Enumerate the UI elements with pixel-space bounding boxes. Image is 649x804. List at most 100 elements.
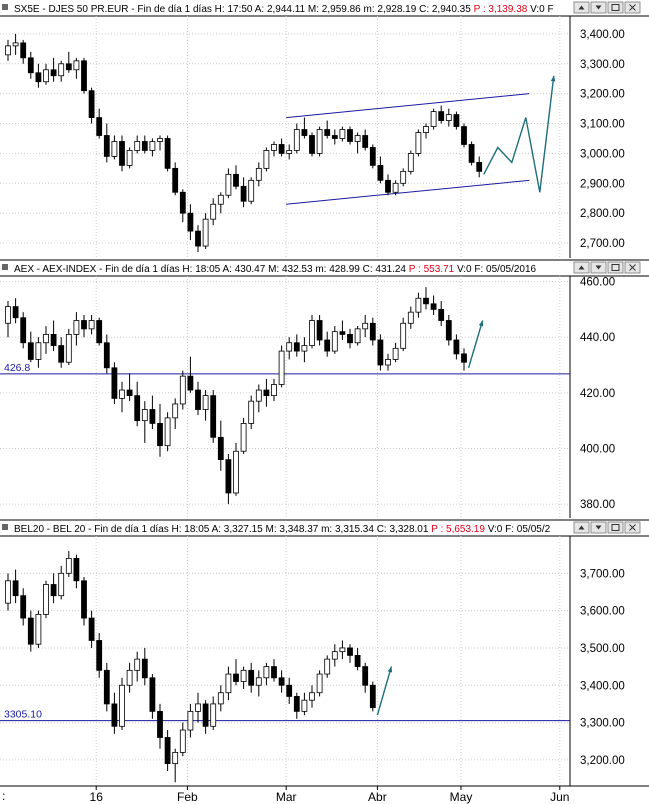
maximize-button-bg[interactable]	[607, 261, 624, 274]
y-tick-label: 420.00	[580, 388, 615, 400]
x-axis: : 16 Feb Mar Abr May Jun	[0, 785, 649, 804]
candle-body	[263, 666, 270, 679]
candle-body	[255, 167, 262, 181]
panel-header-text: BEL20 - BEL 20 - Fin de día 1 días H: 18…	[14, 524, 551, 535]
candle-body	[126, 389, 133, 397]
scroll-up-icon[interactable]	[573, 261, 590, 274]
candle-body	[309, 135, 315, 154]
candle-body	[278, 350, 285, 385]
y-tick-label: 3,100.00	[580, 119, 625, 131]
candle-body	[415, 132, 422, 154]
candle-body	[157, 138, 163, 142]
panel-header-bg	[0, 260, 649, 276]
scroll-down-icon[interactable]	[590, 1, 607, 14]
candle-body	[172, 403, 179, 419]
down-arrow-glyph	[595, 265, 602, 270]
panel-header-bg	[0, 520, 649, 536]
candle-body	[50, 334, 57, 346]
panel-header-text: AEX - AEX-INDEX - Fin de día 1 días H: 1…	[14, 264, 537, 275]
candle-body	[141, 658, 148, 679]
candle-body	[271, 144, 277, 151]
close-icon[interactable]	[624, 1, 641, 14]
header-p: P : 3,139.38	[471, 4, 528, 15]
scroll-down-icon[interactable]	[590, 521, 607, 534]
candle-body	[400, 322, 407, 349]
channel-upper-line	[286, 93, 530, 119]
candle-body	[141, 409, 148, 422]
candle-body	[179, 375, 186, 405]
header-p: P : 5,653.19	[428, 524, 485, 535]
candle-body	[263, 150, 270, 169]
header-f: F: 05/05/2	[502, 524, 550, 535]
header-symbol: AEX -	[14, 264, 40, 275]
candle-body	[309, 320, 315, 346]
collapse-icon[interactable]	[2, 4, 8, 10]
candle-body	[5, 45, 11, 56]
candle-body	[339, 331, 346, 335]
collapse-icon[interactable]	[2, 264, 8, 270]
scroll-down-icon[interactable]	[590, 261, 607, 274]
maximize-glyph	[611, 264, 620, 271]
header-v: V:0	[527, 4, 545, 15]
candle-body	[81, 580, 87, 619]
candle-body	[119, 141, 125, 166]
candle-body	[354, 655, 361, 667]
candle-body	[20, 42, 27, 59]
scroll-up-icon[interactable]	[573, 521, 590, 534]
maximize-icon[interactable]	[607, 261, 624, 274]
candle-body	[210, 395, 217, 438]
candle-body	[468, 144, 475, 163]
panel-bel20: BEL20 - BEL 20 - Fin de día 1 días H: 18…	[0, 519, 649, 786]
close-icon[interactable]	[624, 521, 641, 534]
maximize-icon[interactable]	[607, 1, 624, 14]
candle-body	[385, 359, 391, 366]
candle-body	[415, 297, 422, 313]
up-arrow-glyph	[578, 265, 585, 270]
collapse-icon[interactable]	[2, 524, 8, 530]
y-tick-label: 3,400.00	[580, 29, 625, 41]
candle-body	[202, 703, 209, 727]
maximize-button-bg[interactable]	[607, 521, 624, 534]
maximize-button-bg[interactable]	[607, 1, 624, 14]
close-icon[interactable]	[624, 261, 641, 274]
candle-body	[248, 669, 255, 686]
candle-body	[88, 320, 95, 330]
candle-body	[88, 617, 95, 641]
candle-body	[27, 617, 34, 645]
maximize-icon[interactable]	[607, 521, 624, 534]
maximize-glyph	[611, 524, 620, 531]
candle-body	[438, 308, 445, 321]
candle-body	[362, 666, 369, 686]
projection-arrowhead	[387, 666, 393, 673]
down-arrow-glyph	[595, 525, 602, 530]
candle-body	[149, 141, 156, 151]
candle-body	[119, 684, 125, 727]
candle-body	[111, 141, 118, 157]
header-close: C: 2,940.35	[416, 4, 471, 15]
header-name: BEL 20 -	[50, 524, 91, 535]
candle-body	[111, 703, 118, 727]
candle-body	[172, 167, 179, 193]
x-tick-label: Abr	[368, 790, 387, 804]
panel-header-bg	[0, 0, 649, 16]
candle-body	[362, 322, 369, 330]
y-tick-label: 3,300.00	[580, 718, 625, 730]
candle-body	[217, 692, 224, 705]
candle-body	[73, 320, 80, 335]
projection-arrowhead	[478, 320, 484, 327]
scroll-up-icon[interactable]	[573, 1, 590, 14]
candle-body	[453, 114, 460, 127]
candle-body	[65, 557, 72, 574]
candle-body	[20, 317, 27, 344]
candle-body	[43, 334, 49, 344]
candle-body	[339, 647, 346, 653]
candle-body	[164, 138, 171, 169]
candle-body	[126, 150, 133, 166]
panel-aex: AEX - AEX-INDEX - Fin de día 1 días H: 1…	[0, 259, 649, 518]
candle-body	[347, 334, 353, 344]
candle-body	[179, 191, 186, 214]
header-symbol: BEL20 -	[14, 524, 50, 535]
candle-body	[217, 436, 224, 460]
y-tick-label: 3,200.00	[580, 89, 625, 101]
y-tick-label: 460.00	[580, 277, 615, 289]
